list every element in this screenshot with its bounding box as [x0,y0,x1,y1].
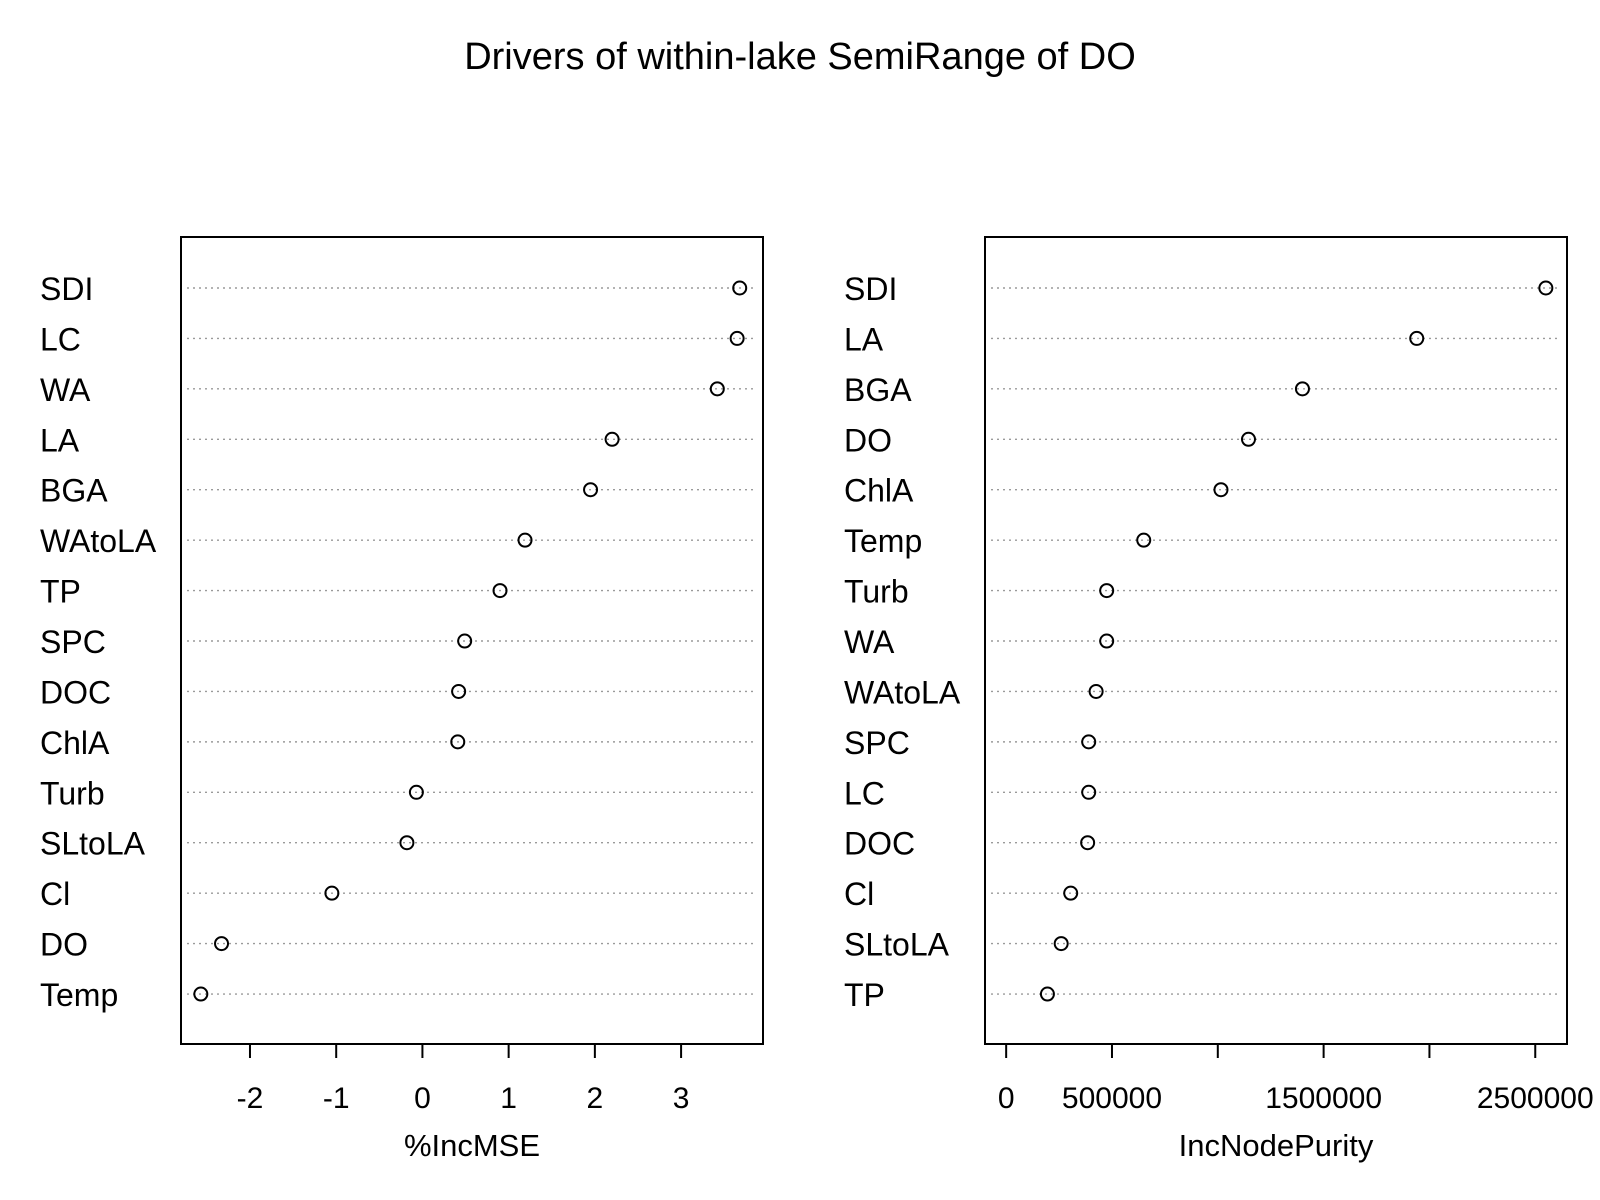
data-point [1053,936,1069,952]
category-label: ChlA [40,725,110,761]
category-label: LC [40,321,81,357]
x-tick-label: 500000 [1062,1082,1162,1115]
data-point [1240,431,1256,447]
data-point [1039,986,1055,1002]
data-point [1081,784,1097,800]
category-label: ChlA [844,473,914,509]
data-point [492,583,508,599]
data-point [450,734,466,750]
category-label: Temp [40,977,118,1013]
category-label: Cl [844,876,874,912]
category-label: SPC [844,725,910,761]
category-label: SDI [844,271,897,307]
data-point [193,986,209,1002]
data-point [583,482,599,498]
dotchart-panel-1: SDI LC WA LA BGA WAtoLA TP SPC DOC ChlA Turb SLtoLA… [40,236,764,1163]
category-label: BGA [40,473,108,509]
data-point [214,936,230,952]
data-point [1099,633,1115,649]
data-point [1409,330,1425,346]
category-label: WAtoLA [40,523,157,559]
category-label: SLtoLA [844,927,950,963]
category-label: LA [40,422,80,458]
x-tick-label: 1500000 [1265,1082,1382,1115]
x-tick-label: -1 [323,1082,350,1115]
data-point [324,885,340,901]
x-axis-label: IncNodePurity [1179,1128,1374,1163]
category-label: DO [40,927,88,963]
category-label: BGA [844,372,912,408]
category-label: WA [40,372,91,408]
data-point [1088,683,1104,699]
category-label: DOC [844,826,915,862]
data-point [457,633,473,649]
category-label: Temp [844,523,922,559]
x-tick-label: -2 [237,1082,264,1115]
category-label: LC [844,775,885,811]
data-point [517,532,533,548]
x-tick-label: 2 [587,1082,604,1115]
data-point [1081,734,1097,750]
data-point [1063,885,1079,901]
category-label: SPC [40,624,106,660]
data-point [1080,835,1096,851]
plot-frame [180,236,764,1045]
category-label: LA [844,321,884,357]
x-tick-label: 3 [673,1082,690,1115]
data-point [1294,381,1310,397]
category-label: TP [40,574,81,610]
x-axis-label: %IncMSE [404,1128,540,1163]
data-point [1099,583,1115,599]
x-tick-label: 1 [500,1082,517,1115]
category-label: SDI [40,271,93,307]
data-point [604,431,620,447]
data-point [709,381,725,397]
x-tick-label: 0 [414,1082,431,1115]
category-label: TP [844,977,885,1013]
data-point [1136,532,1152,548]
data-point [1213,482,1229,498]
data-point [408,784,424,800]
category-label: DO [844,422,892,458]
plot-frame [984,236,1568,1045]
category-label: Turb [40,775,105,811]
category-label: WAtoLA [844,674,961,710]
category-label: WA [844,624,895,660]
data-point [399,835,415,851]
data-point [729,330,745,346]
category-label: DOC [40,674,111,710]
category-label: Turb [844,574,909,610]
category-label: Cl [40,876,70,912]
category-label: SLtoLA [40,826,146,862]
dotchart-panel-2: SDI LA BGA DO ChlA Temp Turb WA WAtoLA SPC LC DOC Cl… [844,236,1594,1163]
x-tick-label: 0 [998,1082,1015,1115]
data-point [451,683,467,699]
data-point [1538,280,1554,296]
data-point [732,280,748,296]
x-tick-label: 2500000 [1477,1082,1594,1115]
chart-title: Drivers of within-lake SemiRange of DO [464,36,1136,78]
